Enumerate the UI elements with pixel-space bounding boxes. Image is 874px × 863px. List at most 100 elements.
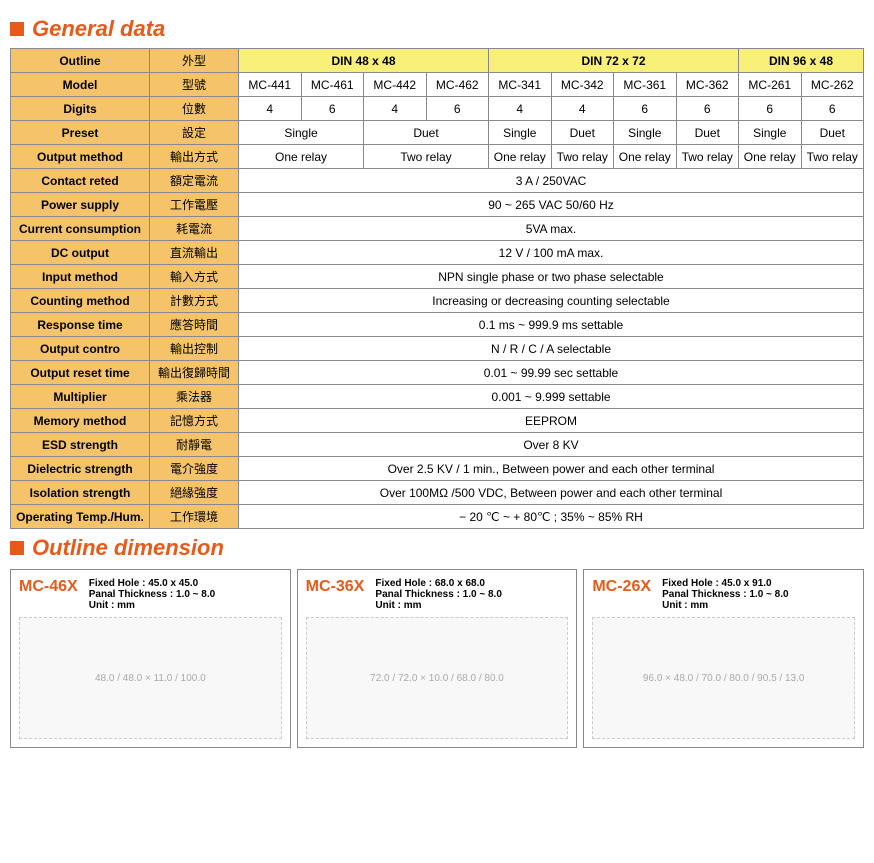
cell: Two relay <box>801 145 864 169</box>
cell: Single <box>239 121 364 145</box>
cell: − 20 ℃ ~ + 80℃ ; 35% ~ 85% RH <box>239 505 864 529</box>
specification-table: Outline 外型 DIN 48 x 48 DIN 72 x 72 DIN 9… <box>10 48 864 529</box>
cell: One relay <box>489 145 552 169</box>
cell: Over 2.5 KV / 1 min., Between power and … <box>239 457 864 481</box>
cell: N / R / C / A selectable <box>239 337 864 361</box>
dim-drawing: 96.0 × 48.0 / 70.0 / 80.0 / 90.5 / 13.0 <box>592 617 855 739</box>
label-output-en: Output method <box>11 145 150 169</box>
dim-title: MC-46X <box>19 578 78 596</box>
label-preset-zh: 設定 <box>150 121 239 145</box>
row-dielectric: Dielectric strength電介強度Over 2.5 KV / 1 m… <box>11 457 864 481</box>
cell: Duet <box>551 121 614 145</box>
label-digits-zh: 位數 <box>150 97 239 121</box>
cell: MC-341 <box>489 73 552 97</box>
cell: Duet <box>676 121 739 145</box>
cell: 12 V / 100 mA max. <box>239 241 864 265</box>
cell: 5VA max. <box>239 217 864 241</box>
cell: 4 <box>239 97 302 121</box>
row-memory: Memory method記憶方式EEPROM <box>11 409 864 433</box>
cell: 6 <box>801 97 864 121</box>
bullet-icon <box>10 22 24 36</box>
bullet-icon <box>10 541 24 555</box>
section-title: General data <box>32 16 165 42</box>
row-isolation: Isolation strength絕緣強度Over 100MΩ /500 VD… <box>11 481 864 505</box>
cell: EEPROM <box>239 409 864 433</box>
row-outreset: Output reset time輸出復歸時間0.01 ~ 99.99 sec … <box>11 361 864 385</box>
cell: NPN single phase or two phase selectable <box>239 265 864 289</box>
cell: 6 <box>676 97 739 121</box>
cell: Two relay <box>364 145 489 169</box>
cell: Single <box>739 121 802 145</box>
row-digits: Digits 位數 4 6 4 6 4 4 6 6 6 6 <box>11 97 864 121</box>
row-dc: DC output直流輸出12 V / 100 mA max. <box>11 241 864 265</box>
dim-drawing: 72.0 / 72.0 × 10.0 / 68.0 / 80.0 <box>306 617 569 739</box>
row-esd: ESD strength耐靜電Over 8 KV <box>11 433 864 457</box>
row-input: Input method輸入方式NPN single phase or two … <box>11 265 864 289</box>
row-current: Current consumption耗電流5VA max. <box>11 217 864 241</box>
cell: 6 <box>301 97 364 121</box>
dim-info: Fixed Hole : 68.0 x 68.0 Panal Thickness… <box>375 578 501 611</box>
label-outline-zh: 外型 <box>150 49 239 73</box>
row-contact: Contact reted額定電流3 A / 250VAC <box>11 169 864 193</box>
label-outline-en: Outline <box>11 49 150 73</box>
cell: Single <box>614 121 677 145</box>
section-title: Outline dimension <box>32 535 224 561</box>
cell: MC-362 <box>676 73 739 97</box>
dim-info: Fixed Hole : 45.0 x 45.0 Panal Thickness… <box>89 578 215 611</box>
row-mult: Multiplier乘法器0.001 ~ 9.999 settable <box>11 385 864 409</box>
section-header-general: General data <box>10 16 864 42</box>
dim-title: MC-26X <box>592 578 651 596</box>
cell: 4 <box>489 97 552 121</box>
cell: Duet <box>801 121 864 145</box>
dimension-box-mc46x: MC-46X Fixed Hole : 45.0 x 45.0 Panal Th… <box>10 569 291 748</box>
cell: Over 100MΩ /500 VDC, Between power and e… <box>239 481 864 505</box>
row-counting: Counting method計數方式Increasing or decreas… <box>11 289 864 313</box>
label-preset-en: Preset <box>11 121 150 145</box>
cell: Single <box>489 121 552 145</box>
din-72-header: DIN 72 x 72 <box>489 49 739 73</box>
cell: Two relay <box>676 145 739 169</box>
row-outcontrol: Output contro輸出控制N / R / C / A selectabl… <box>11 337 864 361</box>
row-model: Model 型號 MC-441 MC-461 MC-442 MC-462 MC-… <box>11 73 864 97</box>
cell: MC-441 <box>239 73 302 97</box>
din-48-header: DIN 48 x 48 <box>239 49 489 73</box>
label-model-en: Model <box>11 73 150 97</box>
cell: 6 <box>614 97 677 121</box>
cell: 90 ~ 265 VAC 50/60 Hz <box>239 193 864 217</box>
cell: Increasing or decreasing counting select… <box>239 289 864 313</box>
din-96-header: DIN 96 x 48 <box>739 49 864 73</box>
cell: 0.1 ms ~ 999.9 ms settable <box>239 313 864 337</box>
row-outline: Outline 外型 DIN 48 x 48 DIN 72 x 72 DIN 9… <box>11 49 864 73</box>
cell: MC-261 <box>739 73 802 97</box>
label-model-zh: 型號 <box>150 73 239 97</box>
cell: MC-462 <box>426 73 489 97</box>
cell: One relay <box>239 145 364 169</box>
dimension-box-mc26x: MC-26X Fixed Hole : 45.0 x 91.0 Panal Th… <box>583 569 864 748</box>
cell: 3 A / 250VAC <box>239 169 864 193</box>
cell: 0.001 ~ 9.999 settable <box>239 385 864 409</box>
cell: MC-262 <box>801 73 864 97</box>
label-digits-en: Digits <box>11 97 150 121</box>
cell: 4 <box>551 97 614 121</box>
cell: 0.01 ~ 99.99 sec settable <box>239 361 864 385</box>
dim-title: MC-36X <box>306 578 365 596</box>
cell: 6 <box>426 97 489 121</box>
cell: MC-361 <box>614 73 677 97</box>
cell: MC-342 <box>551 73 614 97</box>
cell: 4 <box>364 97 427 121</box>
cell: Duet <box>364 121 489 145</box>
row-power: Power supply工作電壓90 ~ 265 VAC 50/60 Hz <box>11 193 864 217</box>
cell: One relay <box>739 145 802 169</box>
dimension-container: MC-46X Fixed Hole : 45.0 x 45.0 Panal Th… <box>10 569 864 748</box>
row-preset: Preset 設定 Single Duet Single Duet Single… <box>11 121 864 145</box>
dim-info: Fixed Hole : 45.0 x 91.0 Panal Thickness… <box>662 578 788 611</box>
label-output-zh: 輸出方式 <box>150 145 239 169</box>
dimension-box-mc36x: MC-36X Fixed Hole : 68.0 x 68.0 Panal Th… <box>297 569 578 748</box>
cell: MC-461 <box>301 73 364 97</box>
cell: MC-442 <box>364 73 427 97</box>
row-output-method: Output method 輸出方式 One relay Two relay O… <box>11 145 864 169</box>
section-header-outline: Outline dimension <box>10 535 864 561</box>
row-temp: Operating Temp./Hum.工作環境− 20 ℃ ~ + 80℃ ;… <box>11 505 864 529</box>
dim-drawing: 48.0 / 48.0 × 11.0 / 100.0 <box>19 617 282 739</box>
cell: 6 <box>739 97 802 121</box>
